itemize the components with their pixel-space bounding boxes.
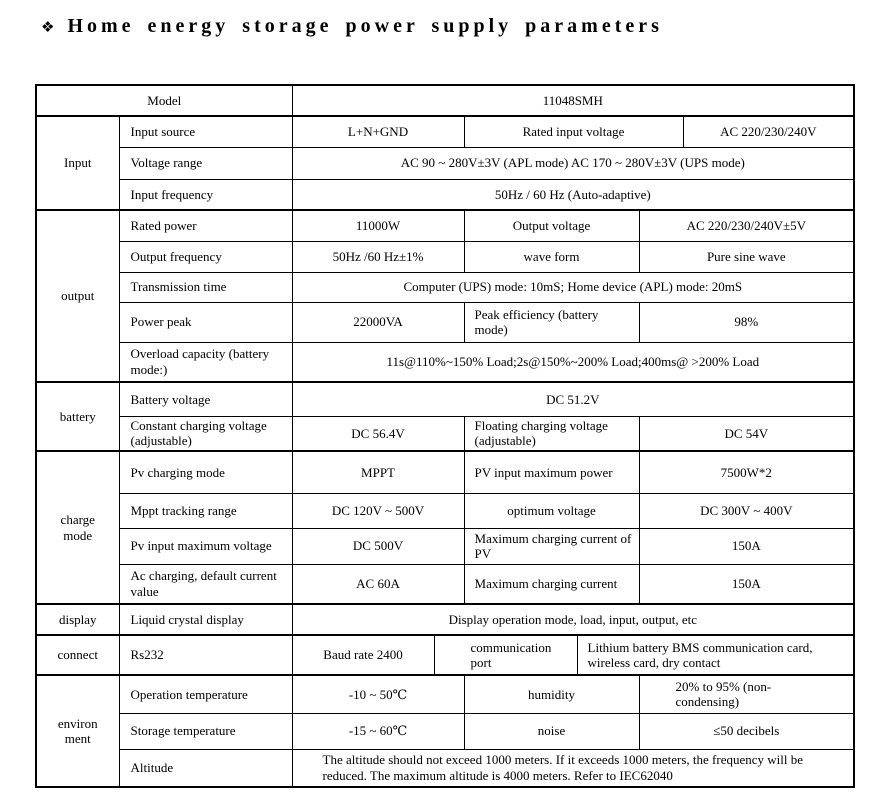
max-charging-current-value: 150A bbox=[638, 563, 855, 605]
row-storage-temp: Storage temperature -15 ~ 60℃ noise ≤50 … bbox=[36, 712, 855, 750]
altitude-label: Altitude bbox=[118, 748, 293, 788]
peak-efficiency-label: Peak efficiency (battery mode) bbox=[463, 301, 640, 343]
pv-input-max-voltage-label: Pv input maximum voltage bbox=[118, 527, 293, 565]
group-connect: connect bbox=[35, 634, 120, 676]
peak-efficiency-value: 98% bbox=[638, 301, 855, 343]
pv-input-max-power-value: 7500W*2 bbox=[638, 450, 855, 494]
battery-voltage-label: Battery voltage bbox=[118, 381, 293, 417]
rated-input-voltage-value: AC 220/230/240V bbox=[682, 115, 855, 148]
output-frequency-value: 50Hz /60 Hz±1% bbox=[291, 240, 465, 273]
max-charging-current-pv-value: 150A bbox=[638, 527, 855, 565]
group-environment: environ ment bbox=[35, 674, 120, 788]
lcd-value: Display operation mode, load, input, out… bbox=[291, 603, 855, 636]
output-voltage-value: AC 220/230/240V±5V bbox=[638, 209, 855, 242]
storage-temp-label: Storage temperature bbox=[118, 712, 293, 750]
row-overload: Overload capacity (battery mode:) 11s@11… bbox=[36, 341, 855, 383]
voltage-range-value: AC 90 ~ 280V±3V (APL mode) AC 170 ~ 280V… bbox=[291, 146, 855, 180]
humidity-value: 20% to 95% (non-condensing) bbox=[638, 674, 855, 714]
operation-temp-label: Operation temperature bbox=[118, 674, 293, 714]
group-battery: battery bbox=[35, 381, 120, 452]
row-input-source: Input Input source L+N+GND Rated input v… bbox=[35, 115, 855, 211]
floating-charging-label: Floating charging voltage (adjustable) bbox=[463, 415, 640, 452]
rs232-label: Rs232 bbox=[118, 634, 293, 676]
storage-temp-value: -15 ~ 60℃ bbox=[291, 712, 465, 750]
row-connect: connect Rs232 Baud rate 2400 communicati… bbox=[35, 634, 855, 676]
row-rated-power: output Rated power 11000W Output voltage… bbox=[35, 209, 855, 383]
power-peak-value: 22000VA bbox=[291, 301, 465, 343]
row-output-frequency: Output frequency 50Hz /60 Hz±1% wave for… bbox=[36, 240, 855, 273]
output-voltage-label: Output voltage bbox=[463, 209, 640, 242]
group-input: Input bbox=[35, 115, 120, 211]
constant-charging-label: Constant charging voltage (adjustable) bbox=[118, 415, 293, 452]
overload-label: Overload capacity (battery mode:) bbox=[118, 341, 293, 383]
diamond-icon: ❖ bbox=[41, 17, 55, 36]
transmission-time-label: Transmission time bbox=[118, 271, 293, 303]
row-pv-charging-mode: charge mode Pv charging mode MPPT PV inp… bbox=[35, 450, 855, 605]
pv-charging-mode-value: MPPT bbox=[291, 450, 465, 494]
transmission-time-value: Computer (UPS) mode: 10mS; Home device (… bbox=[291, 271, 855, 303]
rated-power-value: 11000W bbox=[291, 209, 465, 242]
row-power-peak: Power peak 22000VA Peak efficiency (batt… bbox=[36, 301, 855, 343]
optimum-voltage-label: optimum voltage bbox=[463, 492, 640, 529]
noise-label: noise bbox=[463, 712, 640, 750]
constant-charging-value: DC 56.4V bbox=[291, 415, 465, 452]
lcd-label: Liquid crystal display bbox=[118, 603, 293, 636]
mppt-tracking-label: Mppt tracking range bbox=[118, 492, 293, 529]
humidity-label: humidity bbox=[463, 674, 640, 714]
pv-input-max-power-label: PV input maximum power bbox=[463, 450, 640, 494]
baud-rate-value: Baud rate 2400 bbox=[291, 634, 435, 676]
input-source-label: Input source bbox=[118, 115, 293, 148]
row-operation-temp: environ ment Operation temperature -10 ~… bbox=[35, 674, 855, 788]
communication-port-value: Lithium battery BMS communication card, … bbox=[576, 634, 855, 676]
row-voltage-range: Voltage range AC 90 ~ 280V±3V (APL mode)… bbox=[36, 146, 855, 180]
row-altitude: Altitude The altitude should not exceed … bbox=[36, 748, 855, 788]
max-charging-current-pv-label: Maximum charging current of PV bbox=[463, 527, 640, 565]
input-frequency-label: Input frequency bbox=[118, 178, 293, 211]
pv-input-max-voltage-value: DC 500V bbox=[291, 527, 465, 565]
battery-voltage-value: DC 51.2V bbox=[291, 381, 855, 417]
model-value: 11048SMH bbox=[291, 84, 855, 117]
voltage-range-label: Voltage range bbox=[118, 146, 293, 180]
rated-power-label: Rated power bbox=[118, 209, 293, 242]
model-label: Model bbox=[35, 84, 293, 117]
group-output: output bbox=[35, 209, 120, 383]
page-title: ❖ Home energy storage power supply param… bbox=[41, 15, 663, 38]
max-charging-current-label: Maximum charging current bbox=[463, 563, 640, 605]
group-display: display bbox=[35, 603, 120, 636]
mppt-tracking-value: DC 120V ~ 500V bbox=[291, 492, 465, 529]
input-frequency-value: 50Hz / 60 Hz (Auto-adaptive) bbox=[291, 178, 855, 211]
floating-charging-value: DC 54V bbox=[638, 415, 855, 452]
altitude-value: The altitude should not exceed 1000 mete… bbox=[291, 748, 855, 788]
row-model: Model 11048SMH bbox=[35, 84, 855, 117]
pv-charging-mode-label: Pv charging mode bbox=[118, 450, 293, 494]
row-input-frequency: Input frequency 50Hz / 60 Hz (Auto-adapt… bbox=[36, 178, 855, 211]
communication-port-label: communication port bbox=[433, 634, 578, 676]
row-display: display Liquid crystal display Display o… bbox=[35, 603, 855, 636]
noise-value: ≤50 decibels bbox=[638, 712, 855, 750]
wave-form-label: wave form bbox=[463, 240, 640, 273]
overload-value: 11s@110%~150% Load;2s@150%~200% Load;400… bbox=[291, 341, 855, 383]
ac-charging-value: AC 60A bbox=[291, 563, 465, 605]
output-frequency-label: Output frequency bbox=[118, 240, 293, 273]
row-mppt-tracking: Mppt tracking range DC 120V ~ 500V optim… bbox=[36, 492, 855, 529]
ac-charging-label: Ac charging, default current value bbox=[118, 563, 293, 605]
group-charge-mode: charge mode bbox=[35, 450, 120, 605]
spec-table: Model 11048SMH Input Input source L+N+GN… bbox=[35, 84, 856, 788]
wave-form-value: Pure sine wave bbox=[638, 240, 855, 273]
power-peak-label: Power peak bbox=[118, 301, 293, 343]
row-battery-voltage: battery Battery voltage DC 51.2V bbox=[35, 381, 855, 452]
row-constant-charging: Constant charging voltage (adjustable) D… bbox=[36, 415, 855, 452]
input-source-value: L+N+GND bbox=[291, 115, 465, 148]
rated-input-voltage-label: Rated input voltage bbox=[463, 115, 684, 148]
optimum-voltage-value: DC 300V ~ 400V bbox=[638, 492, 855, 529]
page-title-text: Home energy storage power supply paramet… bbox=[67, 15, 663, 37]
operation-temp-value: -10 ~ 50℃ bbox=[291, 674, 465, 714]
row-transmission-time: Transmission time Computer (UPS) mode: 1… bbox=[36, 271, 855, 303]
row-pv-input-max: Pv input maximum voltage DC 500V Maximum… bbox=[36, 527, 855, 565]
row-ac-charging: Ac charging, default current value AC 60… bbox=[36, 563, 855, 605]
